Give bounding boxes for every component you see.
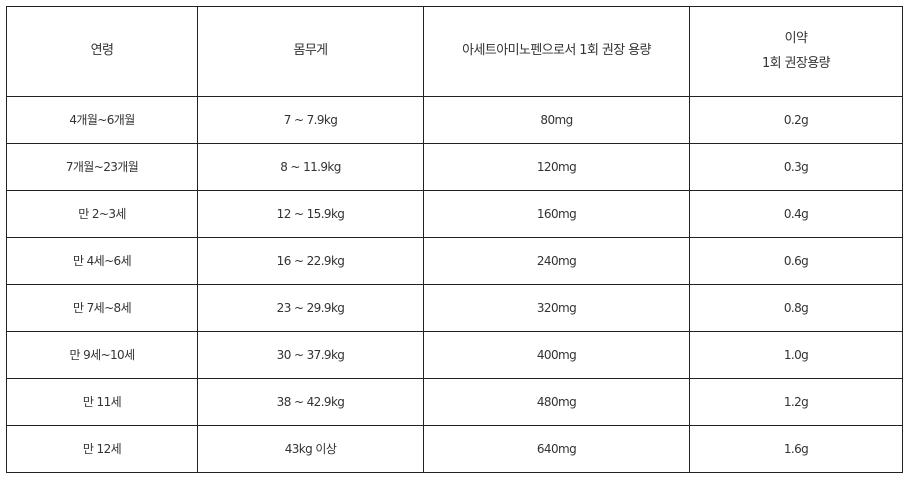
header-drug-dose: 이약 1회 권장용량 bbox=[689, 6, 903, 97]
cell-age: 4개월~6개월 bbox=[6, 96, 198, 144]
cell-weight: 7 ~ 7.9kg bbox=[197, 96, 424, 144]
cell-age: 만 11세 bbox=[6, 378, 198, 426]
header-acetaminophen-dose: 아세트아미노펜으로서 1회 권장 용량 bbox=[423, 6, 690, 97]
header-weight: 몸무게 bbox=[197, 6, 424, 97]
header-row: 연령 몸무게 아세트아미노펜으로서 1회 권장 용량 이약 1회 권장용량 bbox=[6, 6, 903, 97]
table-row: 만 9세~10세 30 ~ 37.9kg 400mg 1.0g bbox=[6, 331, 903, 379]
table-row: 7개월~23개월 8 ~ 11.9kg 120mg 0.3g bbox=[6, 143, 903, 191]
cell-drug-dose: 1.6g bbox=[689, 425, 903, 473]
cell-acetaminophen-dose: 160mg bbox=[423, 190, 690, 238]
cell-age: 만 7세~8세 bbox=[6, 284, 198, 332]
cell-age: 만 9세~10세 bbox=[6, 331, 198, 379]
cell-weight: 43kg 이상 bbox=[197, 425, 424, 473]
cell-drug-dose: 0.8g bbox=[689, 284, 903, 332]
table-row: 만 4세~6세 16 ~ 22.9kg 240mg 0.6g bbox=[6, 237, 903, 285]
table-row: 만 7세~8세 23 ~ 29.9kg 320mg 0.8g bbox=[6, 284, 903, 332]
cell-weight: 8 ~ 11.9kg bbox=[197, 143, 424, 191]
cell-acetaminophen-dose: 480mg bbox=[423, 378, 690, 426]
table-header: 연령 몸무게 아세트아미노펜으로서 1회 권장 용량 이약 1회 권장용량 bbox=[6, 6, 903, 97]
cell-drug-dose: 0.2g bbox=[689, 96, 903, 144]
cell-acetaminophen-dose: 320mg bbox=[423, 284, 690, 332]
cell-weight: 12 ~ 15.9kg bbox=[197, 190, 424, 238]
cell-age: 7개월~23개월 bbox=[6, 143, 198, 191]
table-body: 4개월~6개월 7 ~ 7.9kg 80mg 0.2g 7개월~23개월 8 ~… bbox=[6, 96, 903, 473]
cell-drug-dose: 1.2g bbox=[689, 378, 903, 426]
cell-weight: 30 ~ 37.9kg bbox=[197, 331, 424, 379]
cell-weight: 38 ~ 42.9kg bbox=[197, 378, 424, 426]
dosage-table: 연령 몸무게 아세트아미노펜으로서 1회 권장 용량 이약 1회 권장용량 4개… bbox=[6, 6, 903, 473]
cell-acetaminophen-dose: 400mg bbox=[423, 331, 690, 379]
header-age: 연령 bbox=[6, 6, 198, 97]
cell-drug-dose: 0.3g bbox=[689, 143, 903, 191]
cell-age: 만 4세~6세 bbox=[6, 237, 198, 285]
cell-age: 만 2~3세 bbox=[6, 190, 198, 238]
header-drug-dose-line2: 1회 권장용량 bbox=[761, 55, 831, 71]
table-row: 만 11세 38 ~ 42.9kg 480mg 1.2g bbox=[6, 378, 903, 426]
cell-acetaminophen-dose: 240mg bbox=[423, 237, 690, 285]
dosage-table-container: 연령 몸무게 아세트아미노펜으로서 1회 권장 용량 이약 1회 권장용량 4개… bbox=[6, 6, 903, 473]
cell-acetaminophen-dose: 120mg bbox=[423, 143, 690, 191]
header-drug-dose-line1: 이약 bbox=[784, 30, 808, 46]
cell-age: 만 12세 bbox=[6, 425, 198, 473]
table-row: 4개월~6개월 7 ~ 7.9kg 80mg 0.2g bbox=[6, 96, 903, 144]
cell-drug-dose: 0.4g bbox=[689, 190, 903, 238]
table-row: 만 2~3세 12 ~ 15.9kg 160mg 0.4g bbox=[6, 190, 903, 238]
cell-acetaminophen-dose: 640mg bbox=[423, 425, 690, 473]
cell-acetaminophen-dose: 80mg bbox=[423, 96, 690, 144]
cell-weight: 16 ~ 22.9kg bbox=[197, 237, 424, 285]
cell-weight: 23 ~ 29.9kg bbox=[197, 284, 424, 332]
cell-drug-dose: 1.0g bbox=[689, 331, 903, 379]
cell-drug-dose: 0.6g bbox=[689, 237, 903, 285]
table-row: 만 12세 43kg 이상 640mg 1.6g bbox=[6, 425, 903, 473]
